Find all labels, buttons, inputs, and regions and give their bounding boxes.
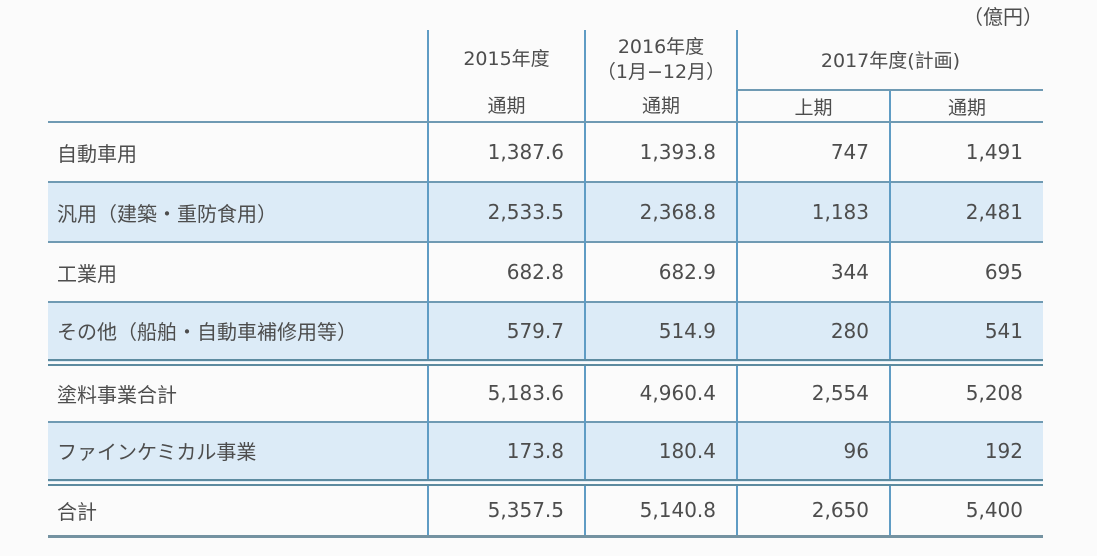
table-row-fine-chemicals: ファインケミカル事業 173.8 180.4 96 192 <box>48 421 1043 482</box>
table-header: 2015年度 通期 2016年度 （1月−12月） 通期 2017年度(計画) … <box>48 30 1043 123</box>
table-body: 自動車用 1,387.6 1,393.8 747 1,491 汎用（建築・重防食… <box>48 121 1043 538</box>
table-row-automotive: 自動車用 1,387.6 1,393.8 747 1,491 <box>48 121 1043 182</box>
row-label: その他（船舶・自動車補修用等） <box>48 301 428 362</box>
value-cell: 747 <box>736 121 890 182</box>
value-cell: 5,140.8 <box>584 478 737 538</box>
value-cell: 96 <box>736 421 890 482</box>
table-row-paint-total: 塗料事業合計 5,183.6 4,960.4 2,554 5,208 <box>48 358 1043 422</box>
header-2016-subtitle: （1月−12月） <box>596 60 726 83</box>
value-cell: 1,393.8 <box>584 121 737 182</box>
value-cell: 5,208 <box>889 358 1043 422</box>
value-cell: 1,183 <box>736 181 890 242</box>
table-row-grand-total: 合計 5,357.5 5,140.8 2,650 5,400 <box>48 478 1043 538</box>
value-cell: 1,491 <box>889 121 1043 182</box>
value-cell: 2,481 <box>889 181 1043 242</box>
header-col-2017-group: 2017年度(計画) <box>736 30 1043 91</box>
value-cell: 541 <box>889 301 1043 362</box>
header-2016-period: 通期 <box>641 95 680 117</box>
header-2016-title: 2016年度 <box>617 35 705 58</box>
row-label: 汎用（建築・重防食用） <box>48 181 428 242</box>
unit-label: （億円） <box>963 5 1043 29</box>
value-cell: 695 <box>889 241 1043 302</box>
row-label: 自動車用 <box>48 121 428 182</box>
value-cell: 682.8 <box>427 241 585 302</box>
value-cell: 5,400 <box>889 478 1043 538</box>
value-cell: 1,387.6 <box>427 121 585 182</box>
value-cell: 579.7 <box>427 301 585 362</box>
table-row-general-use: 汎用（建築・重防食用） 2,533.5 2,368.8 1,183 2,481 <box>48 181 1043 242</box>
header-col-2015: 2015年度 通期 <box>427 30 585 123</box>
value-cell: 514.9 <box>584 301 737 362</box>
header-corner-cell <box>48 30 428 123</box>
row-label: 塗料事業合計 <box>48 358 428 422</box>
header-2015-title: 2015年度 <box>463 48 550 70</box>
value-cell: 2,533.5 <box>427 181 585 242</box>
row-label: 合計 <box>48 478 428 538</box>
header-col-2016: 2016年度 （1月−12月） 通期 <box>584 30 737 123</box>
table-row-others: その他（船舶・自動車補修用等） 579.7 514.9 280 541 <box>48 301 1043 362</box>
value-cell: 173.8 <box>427 421 585 482</box>
value-cell: 192 <box>889 421 1043 482</box>
value-cell: 2,554 <box>736 358 890 422</box>
results-table: 2015年度 通期 2016年度 （1月−12月） 通期 2017年度(計画) … <box>48 30 1043 538</box>
table-row-industrial: 工業用 682.8 682.9 344 695 <box>48 241 1043 302</box>
value-cell: 2,368.8 <box>584 181 737 242</box>
value-cell: 5,183.6 <box>427 358 585 422</box>
header-2015-period: 通期 <box>487 95 526 117</box>
value-cell: 5,357.5 <box>427 478 585 538</box>
row-label: 工業用 <box>48 241 428 302</box>
value-cell: 344 <box>736 241 890 302</box>
header-2017-first-half: 上期 <box>736 90 890 123</box>
value-cell: 180.4 <box>584 421 737 482</box>
value-cell: 2,650 <box>736 478 890 538</box>
value-cell: 4,960.4 <box>584 358 737 422</box>
value-cell: 280 <box>736 301 890 362</box>
row-label: ファインケミカル事業 <box>48 421 428 482</box>
value-cell: 682.9 <box>584 241 737 302</box>
header-2017-full-year: 通期 <box>889 90 1043 123</box>
